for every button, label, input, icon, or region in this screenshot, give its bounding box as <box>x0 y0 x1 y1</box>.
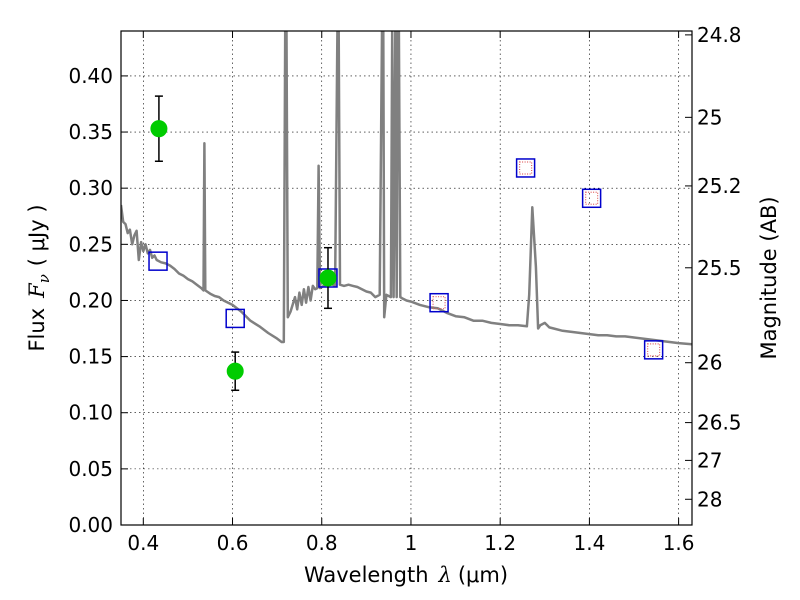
y2-tick-label: 26.5 <box>697 411 742 435</box>
marker-layer <box>148 95 664 392</box>
y2-tick-label: 25.2 <box>697 174 742 198</box>
model-flux-marker <box>432 296 446 310</box>
y-tick-label: 0.35 <box>68 120 113 144</box>
x-tick-label: 0.8 <box>306 531 338 555</box>
y-tick-label: 0.25 <box>68 232 113 256</box>
y2-tick-label: 28 <box>697 487 722 511</box>
model-photometry-square <box>581 188 602 209</box>
x-tick-label: 0.6 <box>217 531 249 555</box>
x-tick-label: 1.4 <box>573 531 605 555</box>
model-photometry-square <box>429 292 449 313</box>
model-flux-marker <box>647 343 661 357</box>
x-tick-label: 1 <box>405 531 418 555</box>
data-layer <box>121 31 692 346</box>
y-tick-label: 0.20 <box>68 288 113 312</box>
model-photometry-square <box>225 308 245 329</box>
observed-flux-point <box>226 362 244 380</box>
axis-ticks: 0.4 0.6 0.8 1 1.2 1.4 1.6 0.00 0.05 0.10 0.15 0.20 0… <box>68 23 741 555</box>
y2-tick-label: 26 <box>697 351 722 375</box>
y2-axis-label: Magnitude (AB) <box>757 196 781 359</box>
observed-flux-point <box>319 269 337 287</box>
y2-tick-label: 27 <box>697 448 722 472</box>
y-tick-label: 0.15 <box>68 345 113 369</box>
y-tick-label: 0.10 <box>68 401 113 425</box>
y-tick-label: 0.40 <box>68 64 113 88</box>
y-tick-label: 0.30 <box>68 176 113 200</box>
x-axis-label: Wavelength λ (μm) <box>304 563 508 587</box>
y2-tick-label: 24.8 <box>697 23 742 47</box>
model-flux-marker <box>585 191 599 205</box>
template-spectrum-line <box>121 31 692 346</box>
y-tick-label: 0.00 <box>68 513 113 537</box>
model-photometry-square <box>515 158 536 178</box>
x-tick-label: 1.2 <box>484 531 516 555</box>
y-tick-label: 0.05 <box>68 457 113 481</box>
observed-flux-point <box>150 120 168 138</box>
x-tick-label: 0.4 <box>127 531 159 555</box>
x-tick-label: 1.6 <box>663 531 695 555</box>
model-photometry-square <box>643 340 664 360</box>
plot-frame <box>120 30 693 526</box>
model-flux-marker <box>519 161 533 175</box>
model-photometry-square <box>148 251 168 271</box>
y2-tick-label: 25.5 <box>697 256 742 280</box>
y2-tick-label: 25 <box>697 105 722 129</box>
y-axis-label: FluxFν( μJy ) <box>25 204 53 351</box>
